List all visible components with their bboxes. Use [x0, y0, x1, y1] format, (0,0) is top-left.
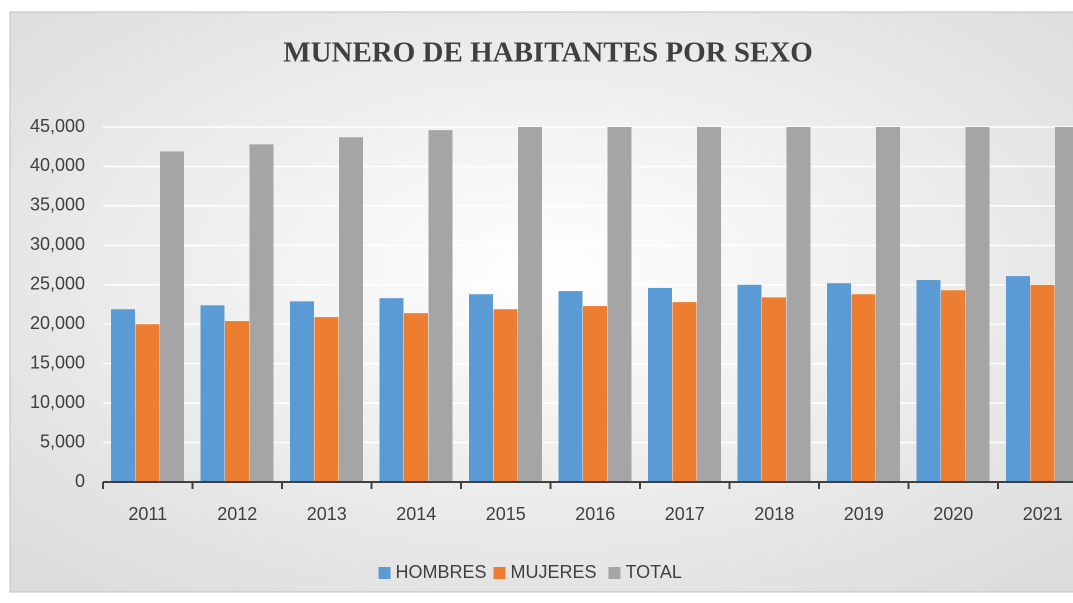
y-tick-label: 30,000 — [30, 234, 85, 254]
bar — [648, 287, 672, 482]
bar — [851, 294, 876, 482]
bar — [314, 317, 339, 482]
bar — [225, 321, 249, 482]
bar — [339, 137, 363, 482]
bar — [428, 130, 453, 482]
bar — [518, 127, 542, 482]
bar — [379, 298, 404, 482]
chart-title: MUNERO DE HABITANTES POR SEXO — [283, 37, 813, 69]
bar — [160, 151, 184, 482]
y-tick-label: 5,000 — [40, 431, 85, 451]
y-tick-label: 15,000 — [30, 352, 85, 372]
legend-label: TOTAL — [626, 562, 682, 582]
legend-swatch — [493, 567, 506, 579]
bar — [786, 127, 811, 482]
x-tick-label: 2014 — [396, 504, 436, 524]
x-tick-label: 2019 — [844, 504, 884, 524]
bar — [916, 280, 941, 482]
bar — [290, 301, 314, 482]
legend-label: MUJERES — [511, 562, 597, 582]
bar — [941, 290, 965, 482]
bar — [607, 127, 632, 483]
bar — [493, 309, 518, 482]
bar — [111, 309, 135, 482]
y-tick-label: 40,000 — [30, 155, 85, 175]
legend-swatch — [378, 567, 391, 579]
bar — [469, 294, 493, 482]
bar — [965, 127, 990, 482]
x-tick-label: 2012 — [217, 504, 257, 524]
bar — [404, 313, 428, 482]
bar — [1055, 127, 1073, 482]
x-tick-label: 2013 — [307, 504, 347, 524]
x-tick-label: 2017 — [665, 504, 705, 524]
bar — [697, 127, 721, 483]
bar — [827, 283, 851, 482]
bar — [135, 324, 160, 482]
x-tick-label: 2020 — [933, 504, 973, 524]
y-tick-label: 0 — [75, 471, 85, 491]
bar — [1030, 284, 1055, 482]
bar — [583, 306, 607, 482]
bar — [876, 127, 900, 482]
bar — [737, 284, 762, 482]
x-tick-label: 2021 — [1023, 504, 1063, 524]
legend-swatch — [608, 567, 621, 579]
bar — [249, 144, 274, 482]
x-tick-label: 2018 — [754, 504, 794, 524]
y-tick-label: 45,000 — [30, 116, 85, 136]
x-tick-label: 2011 — [128, 504, 167, 524]
legend-label: HOMBRES — [396, 562, 487, 582]
y-tick-label: 25,000 — [30, 274, 85, 294]
bar — [672, 302, 697, 482]
bar — [762, 297, 786, 482]
x-tick-label: 2016 — [575, 504, 615, 524]
bar — [558, 291, 583, 482]
y-tick-label: 20,000 — [30, 313, 85, 333]
bar — [200, 305, 225, 482]
x-tick-label: 2015 — [486, 504, 526, 524]
bar — [1006, 276, 1030, 482]
y-tick-label: 35,000 — [30, 195, 85, 215]
y-tick-label: 10,000 — [30, 392, 85, 412]
